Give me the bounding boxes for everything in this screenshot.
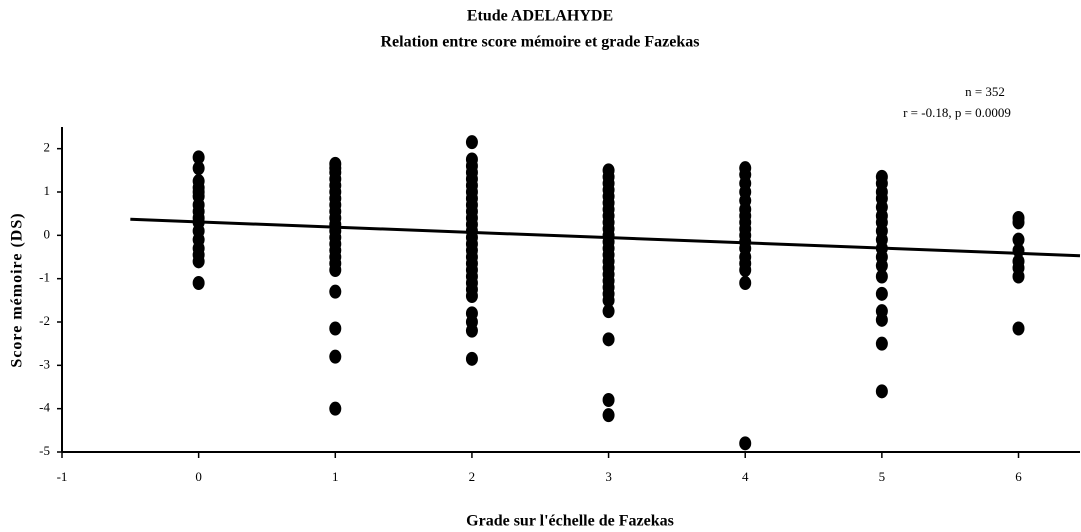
y-tick-label: -4 <box>39 400 50 415</box>
point <box>739 276 752 290</box>
x-tick-label: 1 <box>332 469 339 484</box>
point <box>602 408 615 423</box>
y-tick-label: 0 <box>44 226 51 241</box>
point <box>875 336 888 351</box>
point <box>602 332 615 347</box>
x-tick-label: -1 <box>57 469 68 484</box>
point <box>739 436 752 451</box>
point <box>1012 215 1025 230</box>
point <box>329 321 342 336</box>
x-tick-label: 3 <box>605 469 612 484</box>
y-tick-label: 2 <box>44 140 51 155</box>
point <box>1012 232 1025 247</box>
x-tick-label: 0 <box>195 469 202 484</box>
y-tick-label: -3 <box>39 356 50 371</box>
point <box>1012 321 1025 336</box>
annotation: n = 352 <box>965 84 1005 99</box>
point <box>192 276 205 290</box>
y-axis-label: Score mémoire (DS) <box>9 212 26 367</box>
point <box>192 150 205 165</box>
point <box>465 323 478 338</box>
trend-line <box>130 217 1081 258</box>
point <box>602 304 615 319</box>
x-axis-label: Grade sur l'échelle de Fazekas <box>466 513 674 530</box>
y-tick-label: -2 <box>39 313 50 328</box>
x-tick-label: 5 <box>879 469 886 484</box>
chart-subtitle: Relation entre score mémoire et grade Fa… <box>380 34 699 51</box>
point <box>465 135 478 150</box>
point <box>192 254 205 269</box>
point <box>329 284 342 299</box>
y-tick-label: 1 <box>44 183 51 198</box>
point <box>875 286 888 301</box>
point <box>465 289 478 303</box>
point <box>329 349 342 364</box>
point <box>602 393 615 407</box>
point <box>465 351 478 366</box>
point <box>875 258 888 273</box>
x-tick-label: 2 <box>469 469 476 484</box>
chart-title: Etude ADELAHYDE <box>467 8 613 25</box>
point <box>602 293 615 308</box>
annotation: r = -0.18, p = 0.0009 <box>903 105 1011 120</box>
y-tick-label: -1 <box>39 270 50 285</box>
y-tick-label: -5 <box>39 443 50 458</box>
point <box>875 384 888 399</box>
point <box>875 269 888 284</box>
point <box>875 312 888 327</box>
point <box>739 263 752 277</box>
point <box>329 401 342 416</box>
point <box>192 161 205 176</box>
x-tick-label: 4 <box>742 469 749 484</box>
point <box>1012 269 1025 284</box>
point <box>329 263 342 277</box>
x-tick-label: 6 <box>1015 469 1022 484</box>
